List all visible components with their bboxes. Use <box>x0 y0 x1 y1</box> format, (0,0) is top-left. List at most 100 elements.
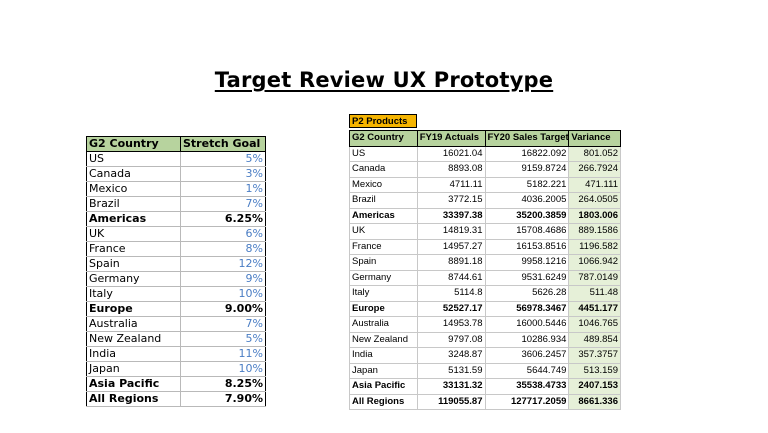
variance-cell: 264.0505 <box>568 192 621 209</box>
table-row: UK 14819.31 15708.4686 889.1586 <box>349 223 621 240</box>
country-cell: UK <box>86 226 181 242</box>
fy20-target-cell: 10286.934 <box>484 331 570 348</box>
fy19-actuals-cell: 8893.08 <box>416 161 486 178</box>
variance-cell: 489.854 <box>568 331 621 348</box>
sales-target-table: G2 Country FY19 Actuals FY20 Sales Targe… <box>349 130 621 410</box>
variance-cell: 357.3757 <box>568 347 621 364</box>
fy20-target-cell: 3606.2457 <box>484 347 570 364</box>
table-row: Mexico 4711.11 5182.221 471.111 <box>349 176 621 193</box>
fy19-actuals-cell: 33131.32 <box>416 378 486 395</box>
fy20-target-cell: 35538.4733 <box>484 378 570 395</box>
stretch-goal-cell: 3% <box>180 166 266 182</box>
table-row: New Zealand 9797.08 10286.934 489.854 <box>349 331 621 348</box>
table-row: US 5% <box>86 151 266 167</box>
country-cell: Italy <box>86 286 181 302</box>
country-cell: Canada <box>349 161 418 178</box>
table-row: France 14957.27 16153.8516 1196.582 <box>349 238 621 255</box>
table-row: Mexico 1% <box>86 181 266 197</box>
table-row: All Regions 7.90% <box>86 391 266 407</box>
country-cell: India <box>349 347 418 364</box>
column-header-g2-country: G2 Country <box>86 136 181 152</box>
country-cell: Japan <box>349 362 418 379</box>
table-row: Spain 12% <box>86 256 266 272</box>
table-row: UK 6% <box>86 226 266 242</box>
table-header-row: G2 Country FY19 Actuals FY20 Sales Targe… <box>349 130 621 147</box>
country-cell: Spain <box>349 254 418 271</box>
fy19-actuals-cell: 3772.15 <box>416 192 486 209</box>
fy19-actuals-cell: 14953.78 <box>416 316 486 333</box>
country-cell: Mexico <box>86 181 181 197</box>
fy19-actuals-cell: 9797.08 <box>416 331 486 348</box>
fy19-actuals-cell: 119055.87 <box>416 393 486 410</box>
table-row: Americas 33397.38 35200.3859 1803.006 <box>349 207 621 224</box>
column-header-stretch-goal: Stretch Goal <box>180 136 266 152</box>
country-cell: US <box>86 151 181 167</box>
variance-cell: 1066.942 <box>568 254 621 271</box>
fy19-actuals-cell: 8744.61 <box>416 269 486 286</box>
variance-cell: 1196.582 <box>568 238 621 255</box>
country-cell: Europe <box>349 300 418 317</box>
variance-cell: 889.1586 <box>568 223 621 240</box>
stretch-goal-table: G2 Country Stretch Goal US 5% Canada 3% Mexi… <box>86 136 266 407</box>
stretch-goal-cell: 1% <box>180 181 266 197</box>
fy19-actuals-cell: 3248.87 <box>416 347 486 364</box>
table-row: Europe 9.00% <box>86 301 266 317</box>
column-header-g2-country: G2 Country <box>349 130 418 147</box>
table-row: Australia 14953.78 16000.5446 1046.765 <box>349 316 621 333</box>
country-cell: India <box>86 346 181 362</box>
fy20-target-cell: 16000.5446 <box>484 316 570 333</box>
fy19-actuals-cell: 5114.8 <box>416 285 486 302</box>
country-cell: Asia Pacific <box>349 378 418 395</box>
fy20-target-cell: 5644.749 <box>484 362 570 379</box>
stretch-goal-cell: 6.25% <box>180 211 266 227</box>
country-cell: Brazil <box>86 196 181 212</box>
fy20-target-cell: 9958.1216 <box>484 254 570 271</box>
variance-cell: 511.48 <box>568 285 621 302</box>
table-row: Germany 9% <box>86 271 266 287</box>
fy19-actuals-cell: 5131.59 <box>416 362 486 379</box>
country-cell: US <box>349 145 418 162</box>
variance-cell: 471.111 <box>568 176 621 193</box>
stretch-goal-cell: 9% <box>180 271 266 287</box>
fy20-target-cell: 16153.8516 <box>484 238 570 255</box>
stretch-goal-cell: 7% <box>180 316 266 332</box>
table-row: France 8% <box>86 241 266 257</box>
country-cell: Canada <box>86 166 181 182</box>
table-row: New Zealand 5% <box>86 331 266 347</box>
fy19-actuals-cell: 8891.18 <box>416 254 486 271</box>
table-row: Americas 6.25% <box>86 211 266 227</box>
table-row: Asia Pacific 33131.32 35538.4733 2407.153 <box>349 378 621 395</box>
stretch-goal-cell: 10% <box>180 286 266 302</box>
fy19-actuals-cell: 33397.38 <box>416 207 486 224</box>
column-header-variance: Variance <box>568 130 621 147</box>
fy19-actuals-cell: 14957.27 <box>416 238 486 255</box>
table-row: Brazil 3772.15 4036.2005 264.0505 <box>349 192 621 209</box>
country-cell: Europe <box>86 301 181 317</box>
variance-cell: 513.159 <box>568 362 621 379</box>
stretch-goal-cell: 7% <box>180 196 266 212</box>
variance-cell: 266.7924 <box>568 161 621 178</box>
stretch-goal-cell: 7.90% <box>180 391 266 407</box>
table-row: Canada 8893.08 9159.8724 266.7924 <box>349 161 621 178</box>
table-row: Asia Pacific 8.25% <box>86 376 266 392</box>
fy19-actuals-cell: 52527.17 <box>416 300 486 317</box>
table-row: US 16021.04 16822.092 801.052 <box>349 145 621 162</box>
stretch-goal-cell: 5% <box>180 331 266 347</box>
country-cell: Americas <box>349 207 418 224</box>
fy20-target-cell: 5182.221 <box>484 176 570 193</box>
country-cell: Australia <box>349 316 418 333</box>
country-cell: Brazil <box>349 192 418 209</box>
table-row: Spain 8891.18 9958.1216 1066.942 <box>349 254 621 271</box>
table-header-row: G2 Country Stretch Goal <box>86 136 266 152</box>
country-cell: New Zealand <box>86 331 181 347</box>
fy20-target-cell: 35200.3859 <box>484 207 570 224</box>
fy20-target-cell: 127717.2059 <box>484 393 570 410</box>
fy20-target-cell: 9531.6249 <box>484 269 570 286</box>
products-tag: P2 Products <box>349 114 417 128</box>
column-header-fy19-actuals: FY19 Actuals <box>416 130 486 147</box>
country-cell: Japan <box>86 361 181 377</box>
table-row: Japan 5131.59 5644.749 513.159 <box>349 362 621 379</box>
stretch-goal-cell: 5% <box>180 151 266 167</box>
country-cell: All Regions <box>86 391 181 407</box>
stretch-goal-cell: 8% <box>180 241 266 257</box>
